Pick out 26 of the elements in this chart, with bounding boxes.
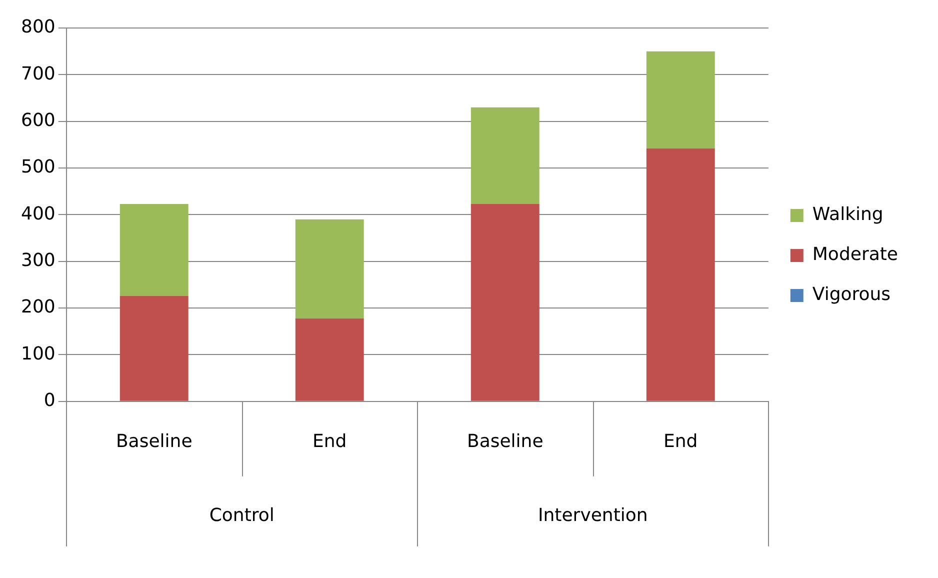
text: Intervention	[538, 505, 648, 526]
legend-label: Vigorous	[812, 284, 891, 306]
y-tick-label: 700	[20, 63, 56, 84]
bar	[470, 204, 540, 401]
y-tick-label: 100	[20, 343, 56, 364]
y-tick-label: 400	[20, 203, 56, 224]
x-tick-label: Baseline	[466, 430, 544, 452]
bar	[295, 318, 364, 401]
legend-label: Moderate	[812, 244, 898, 266]
bar	[120, 296, 188, 401]
bar	[646, 148, 715, 401]
bar	[470, 107, 540, 204]
y-tick-label: 300	[20, 250, 56, 272]
x-tick-label: Baseline	[116, 430, 192, 452]
bar	[295, 219, 364, 318]
x-tick-label: End	[664, 430, 698, 452]
legend-label: Walking	[812, 204, 884, 226]
text: Control	[209, 505, 274, 526]
y-tick-label: 0	[44, 390, 56, 412]
bar	[646, 51, 715, 148]
y-tick-label: 600	[20, 110, 56, 132]
x-tick-label: End	[312, 430, 347, 452]
bar	[120, 204, 188, 296]
y-tick-label: 500	[20, 156, 56, 178]
y-tick-label: 200	[20, 296, 56, 318]
y-tick-label: 800	[20, 16, 56, 38]
